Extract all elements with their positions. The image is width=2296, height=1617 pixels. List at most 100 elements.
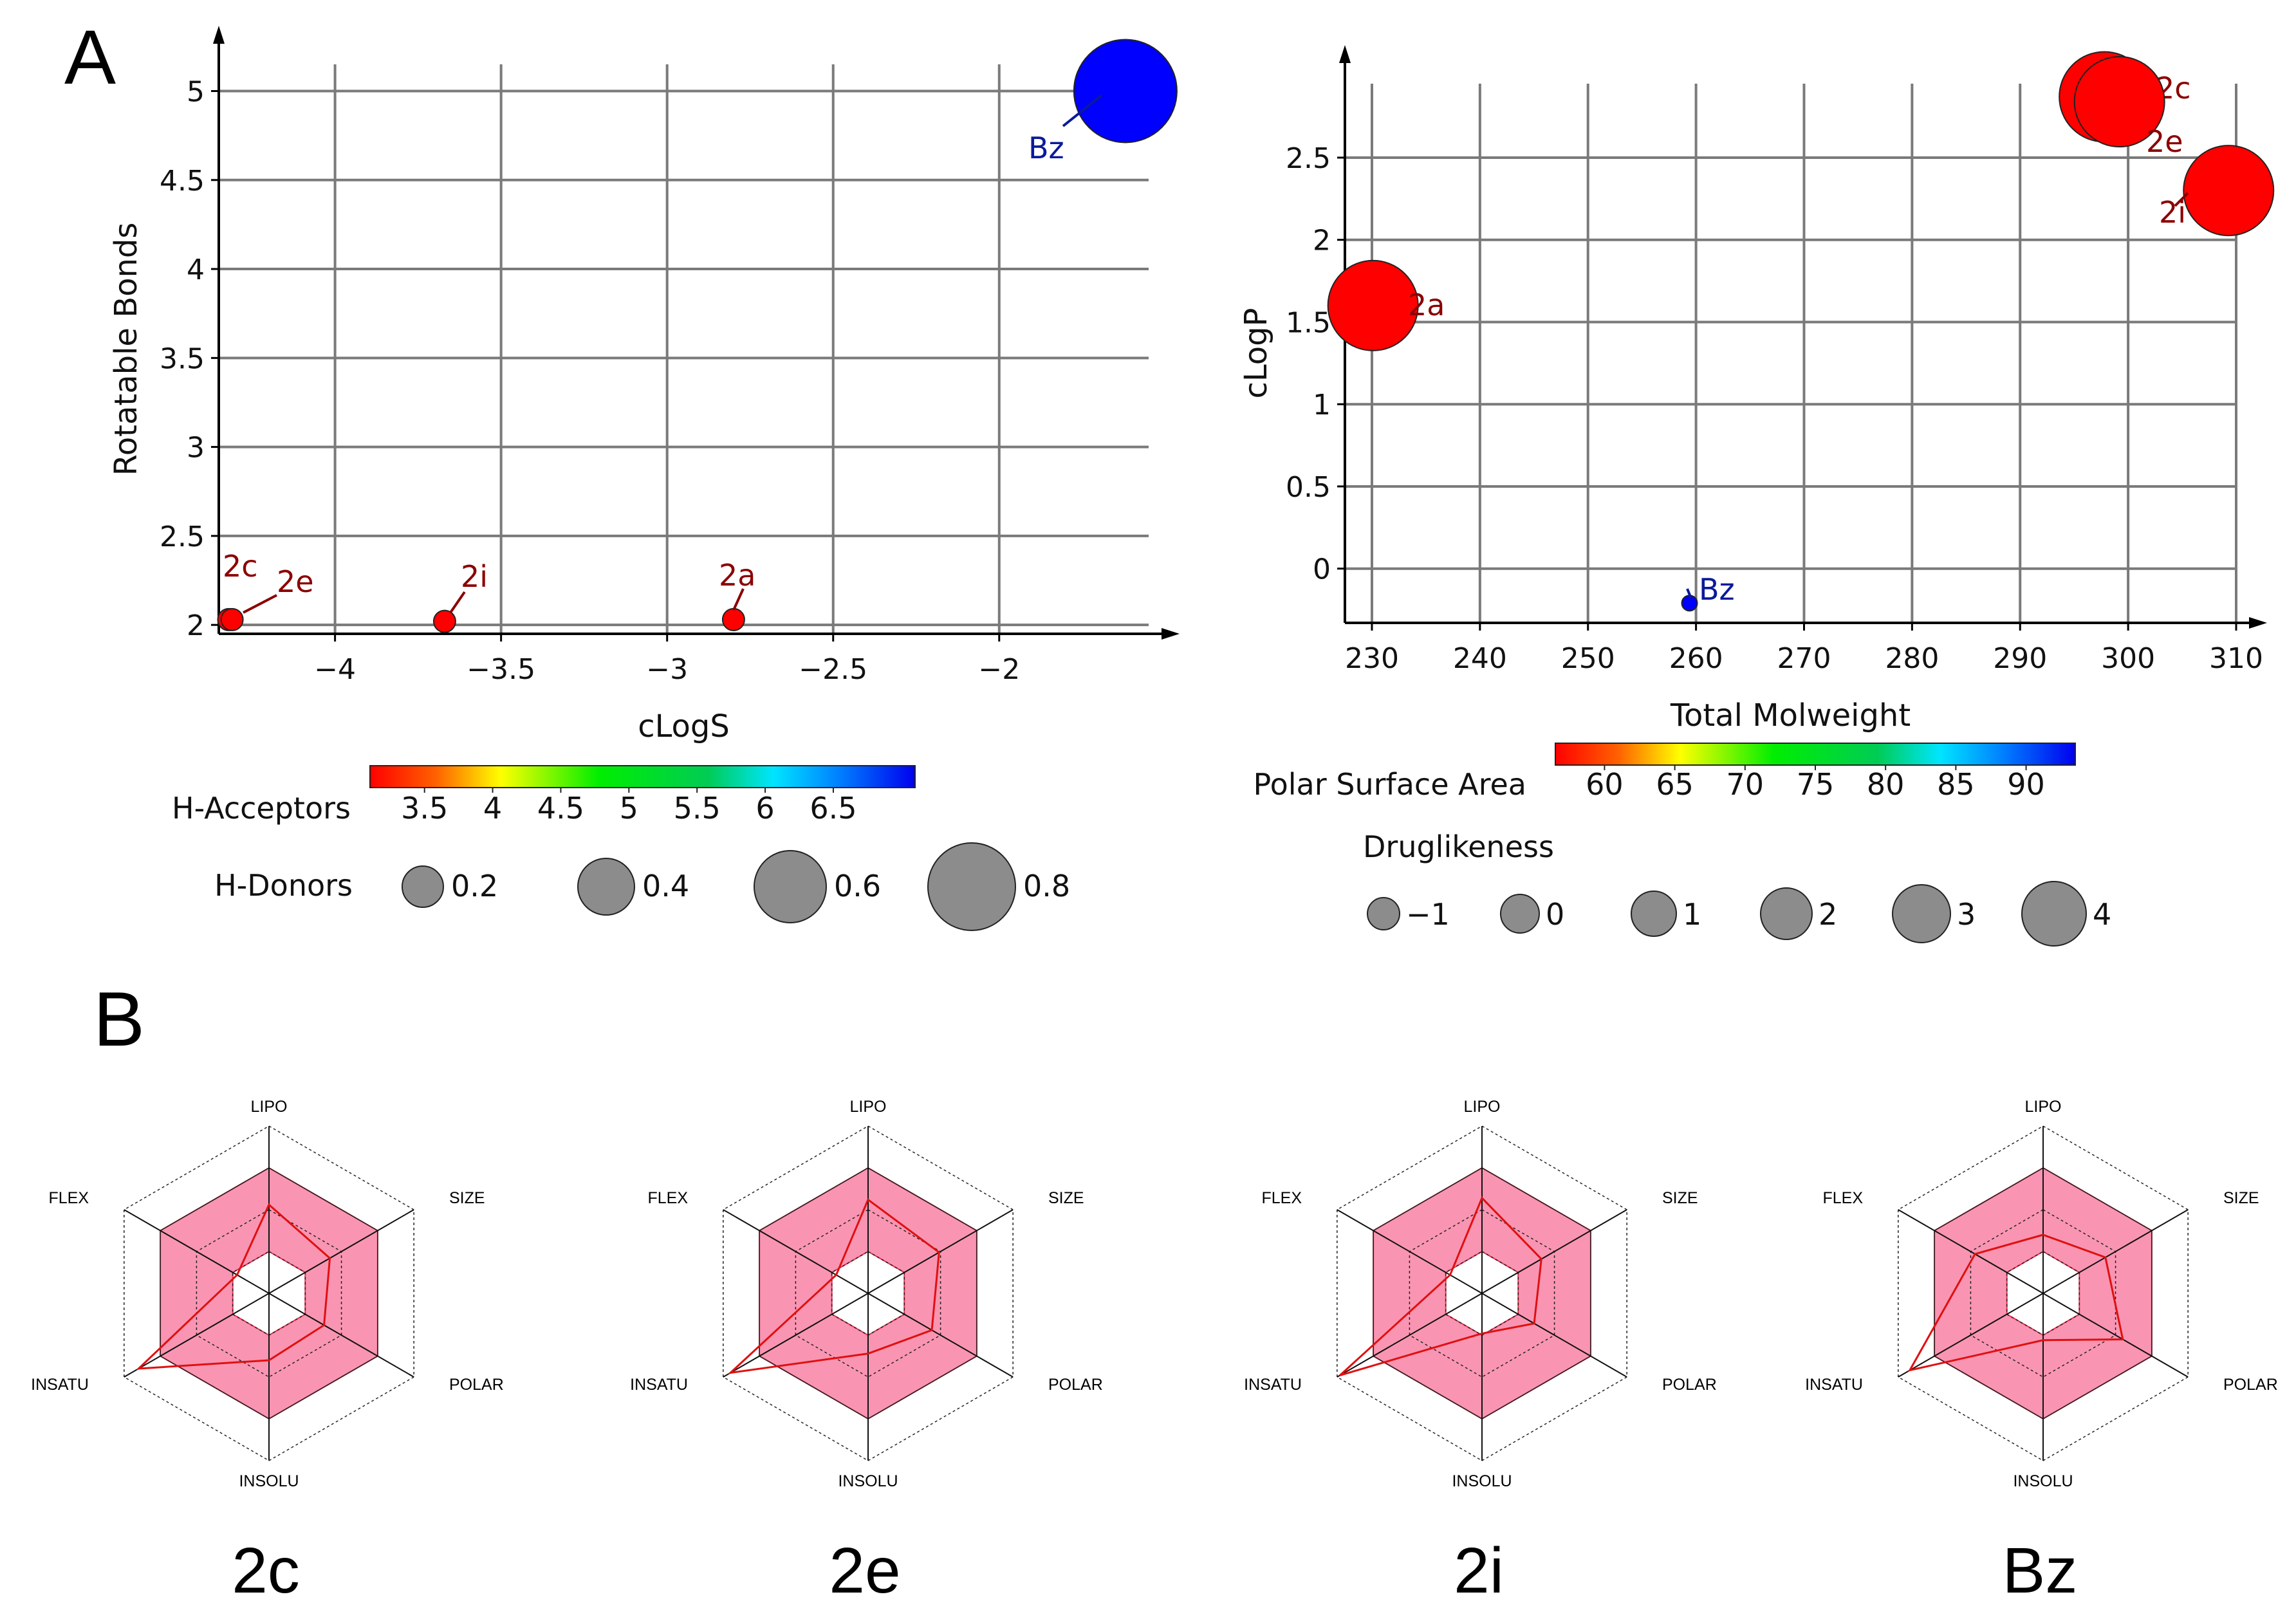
size-legend-circle	[1760, 887, 1813, 940]
radar-chart-2e: LIPO SIZE POLAR INSOLU INSATU FLEX 2e	[630, 1098, 1103, 1607]
data-point-2i	[2183, 145, 2275, 237]
color-tick-label: 65	[1656, 767, 1694, 802]
label-leader-2a	[732, 588, 745, 611]
size-legend-value: 0.6	[834, 869, 881, 903]
y-axis-arrow	[1339, 45, 1351, 63]
label-leader-2i	[2174, 192, 2189, 207]
radar-spoke	[867, 1293, 1014, 1378]
label-leader-2e	[243, 594, 277, 614]
color-tick-label: 6.5	[810, 791, 856, 826]
label-leader-2i	[449, 591, 466, 614]
data-label-bz: Bz	[1028, 131, 1064, 165]
y-axis-arrow	[213, 26, 225, 44]
radar-spoke	[1337, 1209, 1483, 1294]
y-tick-label: 1.5	[1286, 306, 1331, 339]
size-legend-value: 1	[1683, 897, 1701, 932]
radar-spoke	[2042, 1209, 2189, 1294]
radar-spoke	[1481, 1209, 1627, 1294]
x-tick-label: 250	[1561, 642, 1615, 675]
color-tick-label: 5.5	[674, 791, 721, 826]
x-tick-label: 270	[1777, 642, 1831, 675]
color-tick-label: 70	[1727, 767, 1764, 802]
compound-profile-line	[1907, 1234, 2124, 1372]
y-tick-label: 4.5	[160, 165, 205, 198]
color-tick-label: 4	[483, 791, 502, 826]
size-legend-circle	[1500, 894, 1540, 934]
size-legend-value: 0.4	[642, 869, 689, 903]
color-tick-label: 3.5	[401, 791, 448, 826]
radar-spoke	[124, 1209, 270, 1294]
y-tick-label: 2.5	[160, 521, 205, 553]
radar-spoke	[124, 1293, 270, 1378]
color-scale-bar	[1555, 743, 2076, 766]
x-tick-label: 230	[1345, 642, 1399, 675]
y-tick-label: 4	[187, 254, 205, 286]
radar-spoke	[1481, 1293, 1627, 1378]
radar-axis-label: INSOLU	[1452, 1472, 1512, 1490]
data-label-2a: 2a	[1408, 288, 1445, 322]
radar-axis-label: INSATU	[1244, 1376, 1302, 1394]
size-legend-circle	[402, 865, 444, 908]
radar-axis-label: FLEX	[647, 1189, 688, 1207]
radar-spoke	[723, 1293, 869, 1378]
color-tick-label: 6	[755, 791, 774, 826]
y-axis-label: Rotatable Bonds	[108, 223, 144, 476]
y-tick-label: 3.5	[160, 342, 205, 375]
radar-spoke	[1898, 1209, 2044, 1294]
radar-spoke	[268, 1209, 414, 1294]
radar-axis-label: FLEX	[1822, 1189, 1863, 1207]
y-tick-label: 3	[187, 432, 205, 465]
x-tick-label: −2.5	[799, 653, 867, 686]
color-scale-bar	[369, 765, 916, 788]
radar-spoke	[723, 1209, 869, 1294]
color-legend-title: H-Acceptors	[172, 791, 351, 826]
radar-chart-bz: LIPO SIZE POLAR INSOLU INSATU FLEX Bz	[1805, 1098, 2278, 1607]
radar-axis-label: LIPO	[251, 1098, 288, 1116]
size-legend-value: 0	[1546, 897, 1564, 932]
x-axis-arrow	[1162, 628, 1180, 640]
y-tick-label: 0.5	[1286, 471, 1331, 504]
x-axis-label: Total Molweight	[1670, 698, 1911, 734]
label-leader-bz	[1062, 94, 1103, 127]
data-label-bz: Bz	[1699, 572, 1735, 607]
data-label-2c: 2c	[223, 549, 258, 584]
color-tick-label: 80	[1867, 767, 1905, 802]
radar-axis-label: POLAR	[1662, 1376, 1717, 1394]
data-label-2a: 2a	[719, 558, 755, 593]
size-legend-circle	[1631, 891, 1677, 937]
x-tick-label: 290	[1993, 642, 2047, 675]
chart-clogp-vs-molweight: 230 240 250 260 270 280 290 300 310 0 0.5 1 1.5 2 2.5 T…	[1238, 45, 2275, 734]
label-leader-bz	[1686, 588, 1692, 599]
size-legend-circle	[1892, 884, 1951, 943]
y-tick-label: 5	[187, 75, 205, 108]
size-legend-circle	[754, 850, 827, 923]
color-tick-label: 85	[1937, 767, 1975, 802]
color-tick-label: 75	[1797, 767, 1835, 802]
radar-axis-label: INSOLU	[2013, 1472, 2073, 1490]
data-point-2e	[2073, 56, 2165, 148]
panel-label-a: A	[64, 14, 116, 100]
radar-axis-label: LIPO	[850, 1098, 887, 1116]
size-legend-circle	[2021, 881, 2087, 947]
y-tick-label: 2	[1313, 225, 1331, 257]
x-axis-arrow	[2249, 617, 2267, 629]
data-label-2i: 2i	[2159, 195, 2186, 230]
x-tick-label: −4	[314, 653, 356, 686]
radar-title-2c: 2c	[232, 1535, 300, 1607]
radar-title-2i: 2i	[1454, 1535, 1504, 1607]
legend-chart-b: Polar Surface Area 60 65 70 75 80 85 90 Druglike…	[1254, 743, 2111, 947]
radar-axis-label: SIZE	[2223, 1189, 2259, 1207]
x-axis-label: cLogS	[638, 708, 730, 744]
size-legend-circle	[927, 842, 1016, 931]
radar-axis-label: FLEX	[1261, 1189, 1302, 1207]
radar-axis-label: INSATU	[630, 1376, 688, 1394]
x-tick-label: −3.5	[467, 653, 535, 686]
x-tick-label: −2	[978, 653, 1020, 686]
color-tick-label: 5	[620, 791, 638, 826]
legend-chart-a: H-Acceptors 3.5 4 4.5 5 5.5 6 6.5 H-Donors 0.2 0.4…	[172, 765, 1070, 931]
size-legend-value: 0.8	[1023, 869, 1070, 903]
radar-axis-label: SIZE	[1662, 1189, 1698, 1207]
radar-axis-label: POLAR	[1048, 1376, 1103, 1394]
chart-rotatable-bonds-vs-clogs: −4 −3.5 −3 −2.5 −2 2 2.5 3 3.5 4 4.5 5 cLogS Rotatabl…	[108, 26, 1180, 744]
radar-axis-label: FLEX	[48, 1189, 89, 1207]
